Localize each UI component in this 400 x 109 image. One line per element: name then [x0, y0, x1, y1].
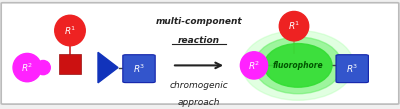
Ellipse shape [240, 52, 268, 79]
Text: $R^3$: $R^3$ [133, 62, 145, 75]
Text: $R^3$: $R^3$ [346, 62, 358, 75]
Ellipse shape [264, 44, 332, 87]
Polygon shape [98, 52, 118, 83]
Ellipse shape [254, 37, 342, 94]
Text: multi-component: multi-component [156, 17, 242, 26]
Ellipse shape [36, 60, 50, 75]
Text: reaction: reaction [178, 36, 220, 45]
Ellipse shape [279, 11, 309, 41]
Text: $R^1$: $R^1$ [64, 24, 76, 37]
Text: $R^1$: $R^1$ [288, 20, 300, 32]
Text: $R^2$: $R^2$ [248, 59, 260, 72]
Text: $R^2$: $R^2$ [21, 61, 33, 74]
Ellipse shape [13, 53, 41, 82]
FancyBboxPatch shape [336, 55, 368, 83]
Text: fluorophore: fluorophore [273, 61, 323, 70]
Text: chromogenic: chromogenic [170, 81, 228, 89]
FancyBboxPatch shape [59, 54, 81, 74]
FancyBboxPatch shape [123, 55, 155, 83]
Text: approach: approach [178, 98, 220, 107]
FancyBboxPatch shape [1, 3, 399, 104]
Ellipse shape [242, 31, 354, 100]
Ellipse shape [55, 15, 85, 46]
